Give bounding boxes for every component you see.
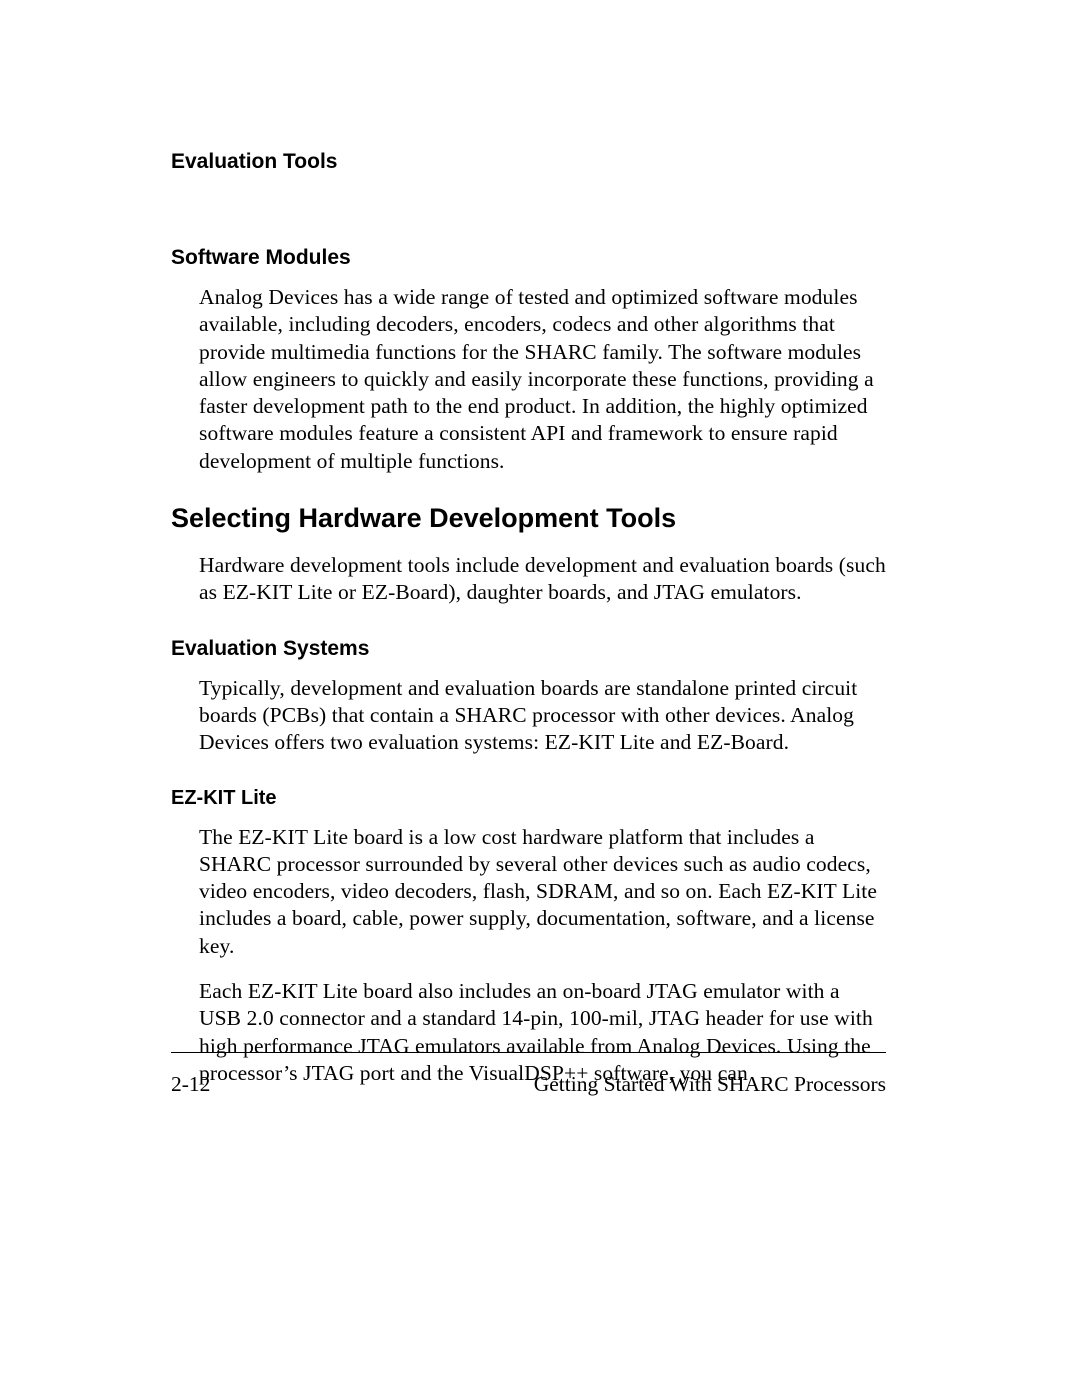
doc-title: Getting Started With SHARC Processors: [534, 1072, 886, 1097]
page: Evaluation Tools Software Modules Analog…: [0, 0, 1080, 1397]
footer-rule: [171, 1052, 886, 1053]
para-ez-kit-lite-1: The EZ-KIT Lite board is a low cost hard…: [171, 824, 886, 960]
heading-selecting-hardware: Selecting Hardware Development Tools: [171, 503, 886, 534]
page-content: Software Modules Analog Devices has a wi…: [171, 246, 886, 1105]
para-ez-kit-lite-2: Each EZ-KIT Lite board also includes an …: [171, 978, 886, 1087]
running-head: Evaluation Tools: [171, 150, 337, 174]
page-footer: 2-12 Getting Started With SHARC Processo…: [171, 1072, 886, 1097]
heading-software-modules: Software Modules: [171, 246, 886, 270]
page-number: 2-12: [171, 1072, 210, 1097]
heading-evaluation-systems: Evaluation Systems: [171, 637, 886, 661]
para-evaluation-systems: Typically, development and evaluation bo…: [171, 675, 886, 757]
heading-ez-kit-lite: EZ-KIT Lite: [171, 787, 886, 810]
para-selecting-hardware: Hardware development tools include devel…: [171, 552, 886, 607]
para-software-modules: Analog Devices has a wide range of teste…: [171, 284, 886, 475]
